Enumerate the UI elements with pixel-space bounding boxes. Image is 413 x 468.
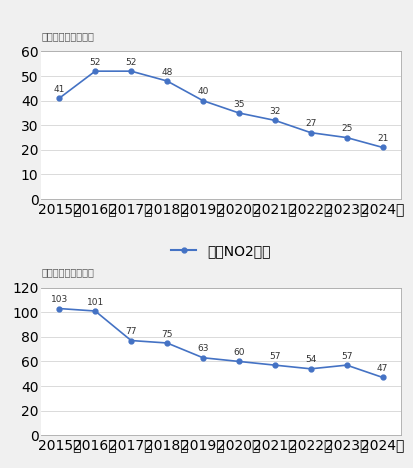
Text: 41: 41 <box>54 85 65 94</box>
Text: 75: 75 <box>161 329 173 338</box>
Text: 单位：微克每立方米: 单位：微克每立方米 <box>41 267 94 278</box>
Text: 单位：微克每立方米: 单位：微克每立方米 <box>41 31 94 41</box>
Text: 77: 77 <box>126 327 137 336</box>
Text: 21: 21 <box>377 134 388 143</box>
Text: 35: 35 <box>233 100 244 109</box>
Text: 52: 52 <box>90 58 101 67</box>
Text: 40: 40 <box>197 87 209 96</box>
Text: 32: 32 <box>269 107 280 116</box>
Text: 57: 57 <box>269 352 280 361</box>
Text: 25: 25 <box>341 124 352 133</box>
Text: 57: 57 <box>341 352 352 361</box>
Text: 27: 27 <box>305 119 316 128</box>
Text: 52: 52 <box>126 58 137 67</box>
Text: 60: 60 <box>233 348 244 357</box>
Text: 48: 48 <box>161 67 173 77</box>
Text: 47: 47 <box>377 364 388 373</box>
Legend: 全年NO2浓度: 全年NO2浓度 <box>166 239 276 263</box>
Text: 103: 103 <box>51 295 68 304</box>
Text: 54: 54 <box>305 355 316 365</box>
Text: 63: 63 <box>197 344 209 353</box>
Text: 101: 101 <box>87 298 104 307</box>
